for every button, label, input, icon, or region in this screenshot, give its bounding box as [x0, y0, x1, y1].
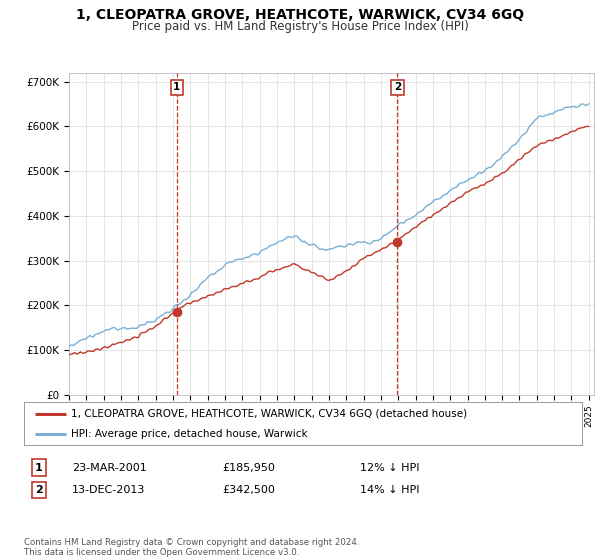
Text: 2: 2	[394, 82, 401, 92]
Text: 14% ↓ HPI: 14% ↓ HPI	[360, 485, 419, 495]
Text: £342,500: £342,500	[222, 485, 275, 495]
Text: HPI: Average price, detached house, Warwick: HPI: Average price, detached house, Warw…	[71, 430, 308, 439]
Text: 23-MAR-2001: 23-MAR-2001	[72, 463, 147, 473]
Text: 1, CLEOPATRA GROVE, HEATHCOTE, WARWICK, CV34 6GQ: 1, CLEOPATRA GROVE, HEATHCOTE, WARWICK, …	[76, 8, 524, 22]
Text: 1: 1	[35, 463, 43, 473]
Text: Price paid vs. HM Land Registry's House Price Index (HPI): Price paid vs. HM Land Registry's House …	[131, 20, 469, 33]
Text: 2: 2	[35, 485, 43, 495]
Text: 1, CLEOPATRA GROVE, HEATHCOTE, WARWICK, CV34 6GQ (detached house): 1, CLEOPATRA GROVE, HEATHCOTE, WARWICK, …	[71, 409, 467, 419]
Text: 13-DEC-2013: 13-DEC-2013	[72, 485, 145, 495]
Text: 12% ↓ HPI: 12% ↓ HPI	[360, 463, 419, 473]
Text: £185,950: £185,950	[222, 463, 275, 473]
Text: Contains HM Land Registry data © Crown copyright and database right 2024.
This d: Contains HM Land Registry data © Crown c…	[24, 538, 359, 557]
Text: 1: 1	[173, 82, 181, 92]
